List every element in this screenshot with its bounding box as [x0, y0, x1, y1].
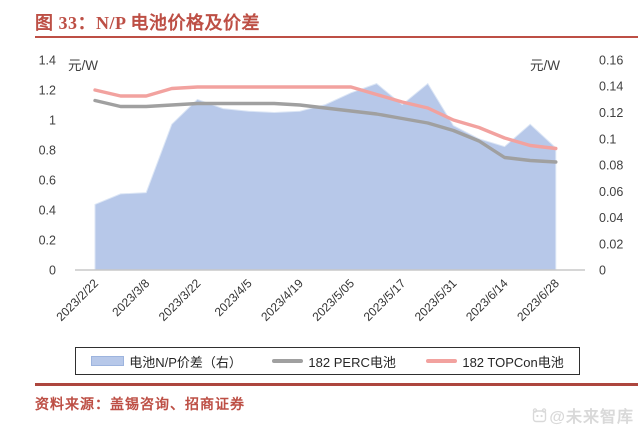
right-axis-tick: 0.14 — [599, 80, 623, 94]
x-axis-tick: 2023/2/22 — [53, 276, 101, 324]
right-axis-tick: 0.02 — [599, 237, 623, 251]
right-axis-tick: 0.12 — [599, 106, 623, 120]
x-axis-tick: 2023/6/28 — [514, 276, 562, 324]
x-axis-tick: 2023/5/17 — [361, 276, 409, 324]
left-axis-tick: 0.6 — [39, 174, 56, 188]
bottom-divider — [35, 383, 638, 386]
watermark-logo-icon — [533, 407, 547, 422]
price-chart-canvas: 0 0.2 0.4 0.6 0.8 1 1.2 1.4 0 0.02 0.04 0.06 0.08 0.1… — [39, 54, 624, 324]
legend-label-topcon: 182 TOPCon电池 — [462, 354, 564, 370]
right-axis-tick: 0.1 — [599, 132, 616, 146]
x-axis-tick: 2023/4/19 — [258, 276, 306, 324]
price-chart: 0 0.2 0.4 0.6 0.8 1 1.2 1.4 0 0.02 0.04 0.06 0.08 0.1… — [0, 40, 640, 352]
legend-label-perc: 182 PERC电池 — [308, 354, 396, 370]
x-axis-tick: 2023/5/05 — [309, 276, 357, 324]
right-axis-tick: 0.06 — [599, 185, 623, 199]
left-axis-tick: 0.4 — [39, 204, 56, 218]
source-text: 资料来源：盖锡咨询、招商证券 — [35, 398, 245, 413]
right-axis-unit-label: 元/W — [530, 58, 560, 73]
left-axis-unit-label: 元/W — [68, 58, 98, 73]
legend-item-topcon: 182 TOPCon电池 — [426, 352, 564, 371]
right-axis-tick: 0.08 — [599, 159, 623, 173]
chart-legend: 电池N/P价差（右） 182 PERC电池 182 TOPCon电池 — [75, 347, 580, 375]
perc-line-swatch — [272, 359, 304, 363]
x-axis-tick: 2023/5/31 — [412, 276, 460, 324]
left-axis-tick: 1.2 — [39, 84, 56, 98]
right-axis-tick: 0 — [599, 264, 606, 278]
watermark: @未来智库 — [532, 403, 634, 427]
legend-item-np-diff: 电池N/P价差（右） — [91, 352, 242, 371]
left-axis-tick: 1 — [49, 114, 56, 128]
left-axis-tick: 0 — [49, 264, 56, 278]
x-axis-tick: 2023/3/8 — [109, 276, 152, 319]
x-axis-tick: 2023/6/14 — [463, 276, 511, 324]
topcon-line-swatch — [426, 359, 458, 363]
x-axis-tick: 2023/3/22 — [156, 276, 204, 324]
left-axis-tick: 1.4 — [39, 54, 56, 68]
figure-title: 图 33：N/P 电池价格及价差 — [35, 13, 261, 33]
np-diff-area-swatch — [91, 356, 125, 366]
right-axis-tick: 0.16 — [599, 54, 623, 68]
left-axis-tick: 0.8 — [39, 144, 56, 158]
perc-line — [93, 98, 558, 164]
legend-label-np-diff: 电池N/P价差（右） — [129, 354, 242, 370]
x-axis-tick: 2023/4/5 — [212, 276, 255, 319]
title-underline — [35, 36, 638, 38]
right-axis-tick: 0.04 — [599, 211, 623, 225]
watermark-text: @未来智库 — [549, 409, 634, 426]
topcon-line — [93, 85, 558, 151]
left-axis-tick: 0.2 — [39, 234, 56, 248]
np-diff-area — [94, 82, 557, 271]
legend-item-perc: 182 PERC电池 — [272, 352, 396, 371]
